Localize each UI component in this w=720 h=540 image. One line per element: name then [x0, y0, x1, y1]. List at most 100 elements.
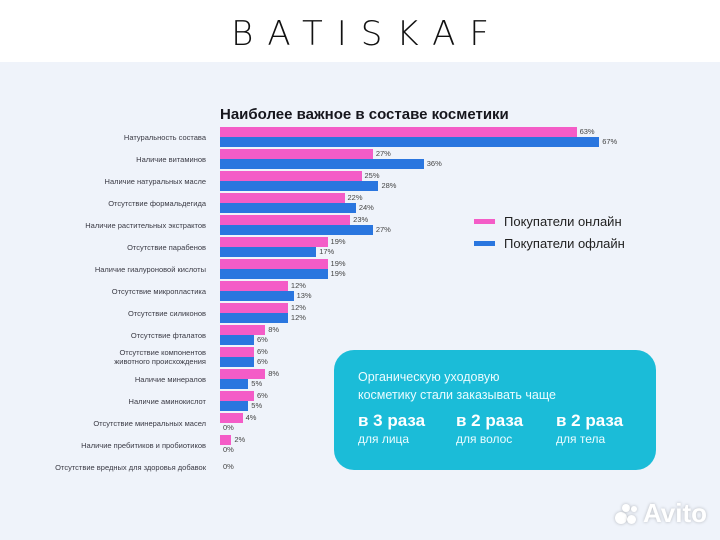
info-callout: Органическую уходовую косметику стали за…	[334, 350, 656, 470]
category-label: Отсутствие силиконов	[128, 308, 206, 318]
chart-row: Натуральность состава 63% 67%	[0, 126, 720, 148]
bar-online	[220, 215, 351, 225]
bar-online	[220, 303, 288, 313]
category-label: Наличие растительных экстрактов	[85, 220, 206, 230]
bar-online	[220, 413, 243, 423]
value-label-online: 12%	[290, 303, 306, 312]
category-label: Наличие пребитиков и пробиотиков	[81, 440, 206, 450]
value-label-offline: 19%	[330, 269, 346, 278]
category-label: Отсутствие микропластика	[111, 286, 206, 296]
bar-online	[220, 237, 328, 247]
chart-row: Наличие витаминов 27% 36%	[0, 148, 720, 170]
value-label-online: 63%	[579, 127, 595, 136]
callout-text-line: косметику стали заказывать чаще	[358, 388, 556, 402]
stat-caption: для тела	[556, 432, 606, 446]
value-label-online: 12%	[290, 281, 306, 290]
bar-offline	[220, 291, 294, 301]
chart-row: Отсутствие формальдегида 22% 24%	[0, 192, 720, 214]
stat-face: в 3 раза для лица	[358, 411, 425, 447]
legend-label-offline: Покупатели офлайн	[504, 235, 625, 251]
value-label-online: 22%	[347, 193, 363, 202]
value-label-offline: 0%	[223, 445, 234, 454]
value-label-offline: 67%	[602, 137, 618, 146]
category-label: Отсутствие минеральных масел	[93, 418, 206, 428]
value-label-offline: 36%	[426, 159, 442, 168]
value-label-online: 8%	[268, 325, 280, 334]
bar-online	[220, 391, 254, 401]
callout-text-line: Органическую уходовую	[358, 370, 500, 384]
bar-offline	[220, 401, 249, 411]
category-label: Отсутствие парабенов	[127, 242, 206, 252]
legend-swatch-offline-icon	[474, 240, 495, 246]
bar-offline	[220, 313, 288, 323]
chart-row: Отсутствие компонентов животного происхож…	[0, 346, 720, 368]
stat-caption: для волос	[456, 432, 513, 446]
value-label-offline: 24%	[358, 203, 374, 212]
bar-online	[220, 325, 266, 335]
bar-online	[220, 127, 577, 137]
value-label-online: 6%	[256, 347, 268, 356]
value-label-offline: 6%	[256, 357, 268, 366]
chart-row: Отсутствие силиконов 12% 12%	[0, 302, 720, 324]
bar-offline	[220, 225, 373, 235]
bar-online	[220, 149, 373, 159]
stat-hair: в 2 раза для волос	[456, 411, 523, 447]
value-label-offline: 13%	[296, 291, 312, 300]
avito-watermark: Avito	[612, 498, 707, 529]
watermark-text: Avito	[643, 498, 708, 528]
category-label: Отсутствие компонентов животного происхож…	[114, 348, 206, 366]
bar-offline	[220, 181, 379, 191]
value-label-offline: 0%	[223, 423, 234, 432]
value-label-offline: 17%	[319, 247, 335, 256]
chart-row: Отсутствие минеральных масел 4% 0%	[0, 412, 720, 434]
bar-online	[220, 259, 328, 269]
value-label-online: 2%	[234, 435, 246, 444]
chart-row: Наличие пребитиков и пробиотиков 2% 0%	[0, 434, 720, 456]
chart-row: Наличие минералов 8% 5%	[0, 368, 720, 390]
chart-legend: Покупатели онлайн Покупатели офлайн	[474, 210, 625, 254]
category-label: Наличие аминокислот	[128, 396, 206, 406]
value-label-online: 4%	[245, 413, 257, 422]
bar-offline	[220, 159, 424, 169]
chart-row: Отсутствие парабенов 19% 17%	[0, 236, 720, 258]
value-label-online: 8%	[268, 369, 280, 378]
bar-online	[220, 171, 362, 181]
bar-offline	[220, 269, 328, 279]
category-label: Отсутствие формальдегида	[108, 198, 206, 208]
category-label: Отсутствие фталатов	[130, 330, 206, 340]
chart-row: Наличие натуральных масле 25% 28%	[0, 170, 720, 192]
chart-row: Отсутствие микропластика 12% 13%	[0, 280, 720, 302]
avito-logo-icon	[612, 501, 640, 527]
chart-row: Наличие аминокислот 6% 5%	[0, 390, 720, 412]
stat-body: в 2 раза для тела	[556, 411, 623, 447]
value-label-offline: 5%	[251, 379, 263, 388]
stat-caption: для лица	[358, 432, 410, 446]
callout-text: Органическую уходовую косметику стали за…	[358, 368, 638, 404]
value-label-offline: 12%	[290, 313, 306, 322]
bar-online	[220, 193, 345, 203]
value-label-online: 27%	[375, 149, 391, 158]
value-label-online: 19%	[330, 237, 346, 246]
stat-value: в 2 раза	[556, 411, 624, 430]
category-label: Наличие минералов	[134, 374, 206, 384]
value-label-online: 6%	[256, 391, 268, 400]
value-label-online: 19%	[330, 259, 346, 268]
category-label: Наличие гиалуроновой кислоты	[94, 264, 206, 274]
value-label-online: 23%	[353, 215, 369, 224]
bar-offline	[220, 247, 317, 257]
category-label: Наличие витаминов	[136, 154, 206, 164]
stat-value: в 2 раза	[456, 411, 524, 430]
category-label: Отсутствие вредных для здоровья добавок	[55, 462, 206, 472]
category-label: Наличие натуральных масле	[104, 176, 206, 186]
legend-label-online: Покупатели онлайн	[504, 213, 622, 229]
value-label-online: 0%	[223, 462, 234, 471]
value-label-offline: 6%	[256, 335, 268, 344]
legend-item-online: Покупатели онлайн	[474, 210, 625, 232]
chart-row: Отсутствие фталатов 8% 6%	[0, 324, 720, 346]
header: BATISKAF	[0, 0, 720, 62]
brand-logo: BATISKAF	[231, 14, 503, 54]
value-label-online: 25%	[364, 171, 380, 180]
legend-item-offline: Покупатели офлайн	[474, 232, 625, 254]
bar-online	[220, 369, 266, 379]
value-label-offline: 5%	[251, 401, 263, 410]
